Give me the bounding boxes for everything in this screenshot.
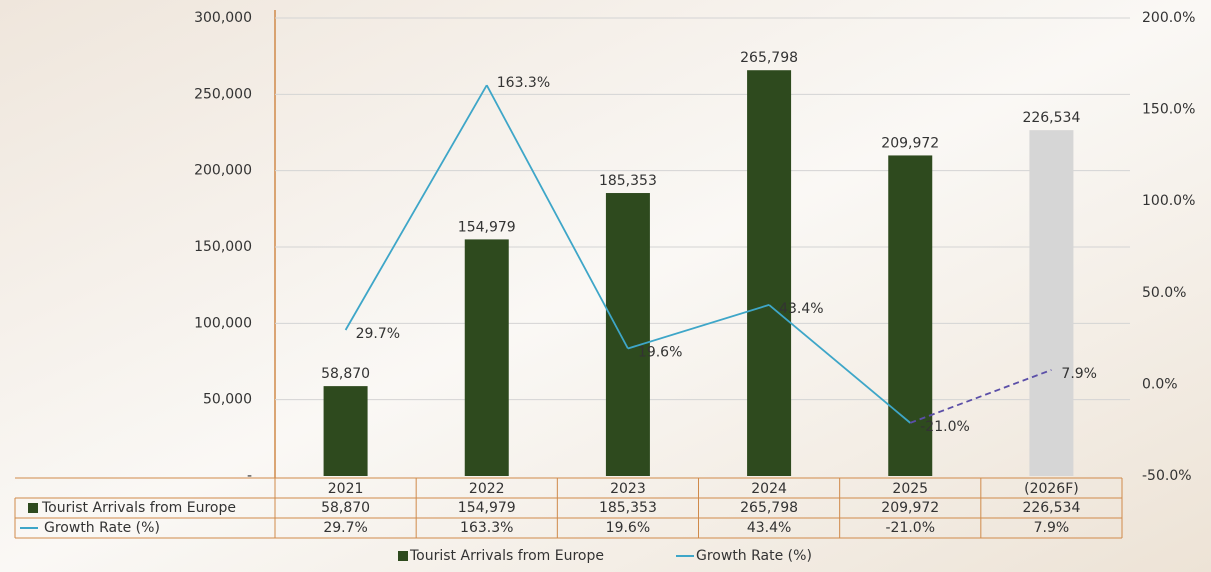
y-tick-label: 150,000	[194, 239, 252, 255]
bar	[605, 193, 650, 476]
table-cell: 43.4%	[747, 520, 791, 536]
legend-marker	[28, 503, 38, 513]
bar	[1029, 130, 1074, 477]
y2-tick-label: 150.0%	[1142, 102, 1195, 118]
table-row-label: Growth Rate (%)	[44, 520, 160, 536]
line-segment	[485, 84, 629, 349]
y2-tick-label: 0.0%	[1142, 376, 1178, 392]
x-tick-label: (2026F)	[1024, 481, 1079, 497]
data-label: 43.4%	[779, 301, 823, 317]
data-label: 265,798	[740, 50, 798, 66]
y-tick-label: 100,000	[194, 315, 252, 331]
y-tick-label: -	[247, 468, 252, 484]
data-label: 154,979	[458, 219, 516, 235]
data-label: 58,870	[321, 366, 370, 382]
data-label: 19.6%	[638, 344, 682, 360]
y-tick-label: 250,000	[194, 86, 252, 102]
y-tick-label: 200,000	[194, 163, 252, 179]
table-cell: -21.0%	[885, 520, 935, 536]
table-cell: 58,870	[321, 500, 370, 516]
table-cell: 163.3%	[460, 520, 513, 536]
y-tick-label: 50,000	[203, 392, 252, 408]
y2-tick-label: 50.0%	[1142, 285, 1186, 301]
data-label: -21.0%	[920, 419, 970, 435]
x-tick-label: 2022	[469, 481, 505, 497]
x-tick-label: 2023	[610, 481, 646, 497]
data-label: 7.9%	[1061, 366, 1097, 382]
line-segment	[344, 84, 488, 331]
line-segment	[909, 369, 1052, 424]
bar	[464, 239, 509, 476]
x-tick-label: 2024	[751, 481, 787, 497]
x-tick-label: 2021	[328, 481, 364, 497]
data-label: 163.3%	[497, 75, 550, 91]
data-label: 209,972	[881, 135, 939, 151]
y2-tick-label: 100.0%	[1142, 193, 1195, 209]
table-cell: 19.6%	[606, 520, 650, 536]
table-cell: 7.9%	[1034, 520, 1070, 536]
legend-label: Tourist Arrivals from Europe	[409, 548, 604, 564]
table-cell: 226,534	[1022, 500, 1080, 516]
bar	[323, 386, 368, 476]
data-label: 29.7%	[356, 326, 400, 342]
table-cell: 209,972	[881, 500, 939, 516]
table-row-label: Tourist Arrivals from Europe	[41, 500, 236, 516]
y-tick-label: 300,000	[194, 10, 252, 26]
legend-marker	[398, 551, 408, 561]
line-segment	[627, 304, 770, 350]
x-tick-label: 2025	[892, 481, 928, 497]
data-label: 226,534	[1022, 110, 1080, 126]
legend-label: Growth Rate (%)	[696, 548, 812, 564]
table-cell: 154,979	[458, 500, 516, 516]
y2-tick-label: 200.0%	[1142, 10, 1195, 26]
table-cell: 185,353	[599, 500, 657, 516]
table-cell: 265,798	[740, 500, 798, 516]
table-cell: 29.7%	[323, 520, 367, 536]
line-segment	[768, 304, 911, 424]
bar	[747, 70, 792, 476]
y2-tick-label: -50.0%	[1142, 468, 1192, 484]
data-label: 185,353	[599, 173, 657, 189]
